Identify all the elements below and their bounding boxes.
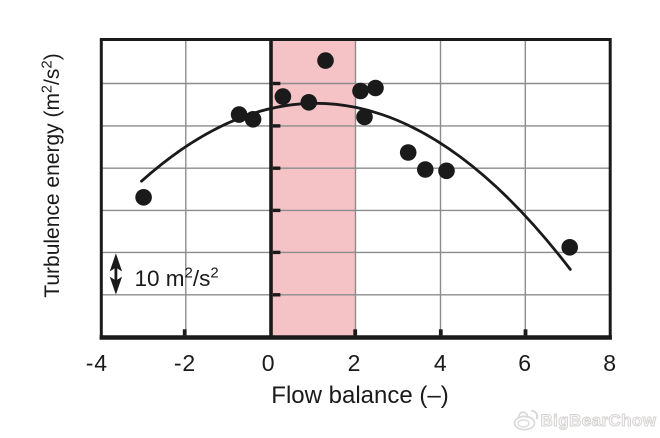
svg-text:6: 6	[518, 350, 532, 376]
svg-text:Flow balance (–): Flow balance (–)	[271, 382, 448, 409]
svg-text:10 m2/s2: 10 m2/s2	[135, 265, 219, 292]
svg-text:4: 4	[434, 350, 448, 376]
svg-text:0: 0	[262, 350, 276, 376]
svg-text:8: 8	[603, 350, 617, 376]
svg-text:-4: -4	[86, 350, 108, 376]
svg-text:Turbulence energy (m2/s2): Turbulence energy (m2/s2)	[39, 53, 65, 297]
svg-text:BigBearChow: BigBearChow	[541, 411, 657, 430]
svg-text:2: 2	[348, 350, 362, 376]
svg-text:-2: -2	[174, 350, 196, 376]
